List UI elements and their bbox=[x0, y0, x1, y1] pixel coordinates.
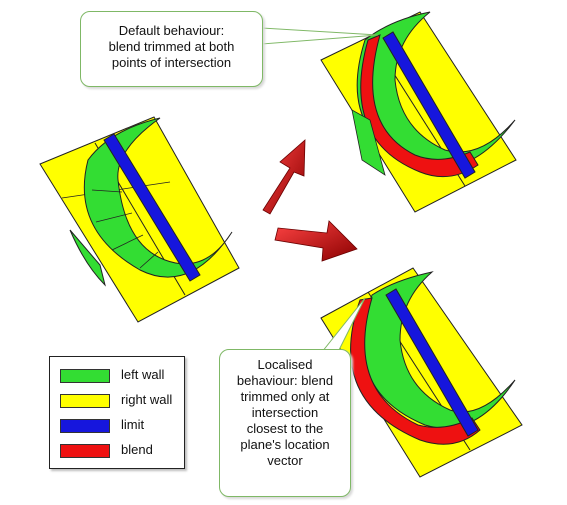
legend-item-blend: blend bbox=[50, 442, 184, 467]
callout-line: behaviour: blend bbox=[236, 373, 334, 388]
callout-localised-behaviour: Localised behaviour: blend trimmed only … bbox=[219, 349, 351, 497]
legend-item-left-wall: left wall bbox=[50, 367, 184, 392]
legend-item-limit: limit bbox=[50, 417, 184, 442]
callout-line: Localised bbox=[257, 357, 313, 372]
arrow-up bbox=[262, 139, 306, 215]
limit-swatch bbox=[60, 419, 110, 433]
legend-label: limit bbox=[121, 417, 145, 432]
default-result-model bbox=[320, 11, 517, 213]
callout-line: trimmed only at bbox=[240, 389, 330, 404]
callout-line: blend trimmed at both bbox=[108, 39, 235, 54]
right-wall-plane bbox=[320, 267, 523, 478]
limit-bar bbox=[103, 133, 201, 282]
legend-item-right-wall: right wall bbox=[50, 392, 184, 417]
localised-result-model bbox=[320, 267, 523, 478]
right-wall-plane bbox=[39, 116, 240, 323]
callout-line: intersection bbox=[251, 405, 319, 420]
callout-line: vector bbox=[267, 453, 303, 468]
callout-line: points of intersection bbox=[111, 55, 232, 70]
left-wall-back-flap bbox=[69, 229, 106, 287]
legend: left wall right wall limit blend bbox=[49, 356, 185, 469]
callout-default-behaviour: Default behaviour: blend trimmed at both… bbox=[80, 11, 263, 87]
left-wall-swatch bbox=[60, 369, 110, 383]
blend-swatch bbox=[60, 444, 110, 458]
callout-line: plane's location bbox=[240, 437, 330, 452]
callout-line: closest to the bbox=[246, 421, 324, 436]
limit-bar bbox=[382, 31, 476, 179]
blend-strip bbox=[350, 297, 481, 445]
arrow-right bbox=[274, 220, 358, 262]
limit-bar bbox=[385, 288, 479, 437]
callout-line: Default behaviour: bbox=[118, 23, 225, 38]
legend-label: blend bbox=[121, 442, 153, 457]
legend-label: left wall bbox=[121, 367, 165, 382]
input-model bbox=[39, 116, 240, 323]
legend-label: right wall bbox=[121, 392, 173, 407]
right-wall-swatch bbox=[60, 394, 110, 408]
